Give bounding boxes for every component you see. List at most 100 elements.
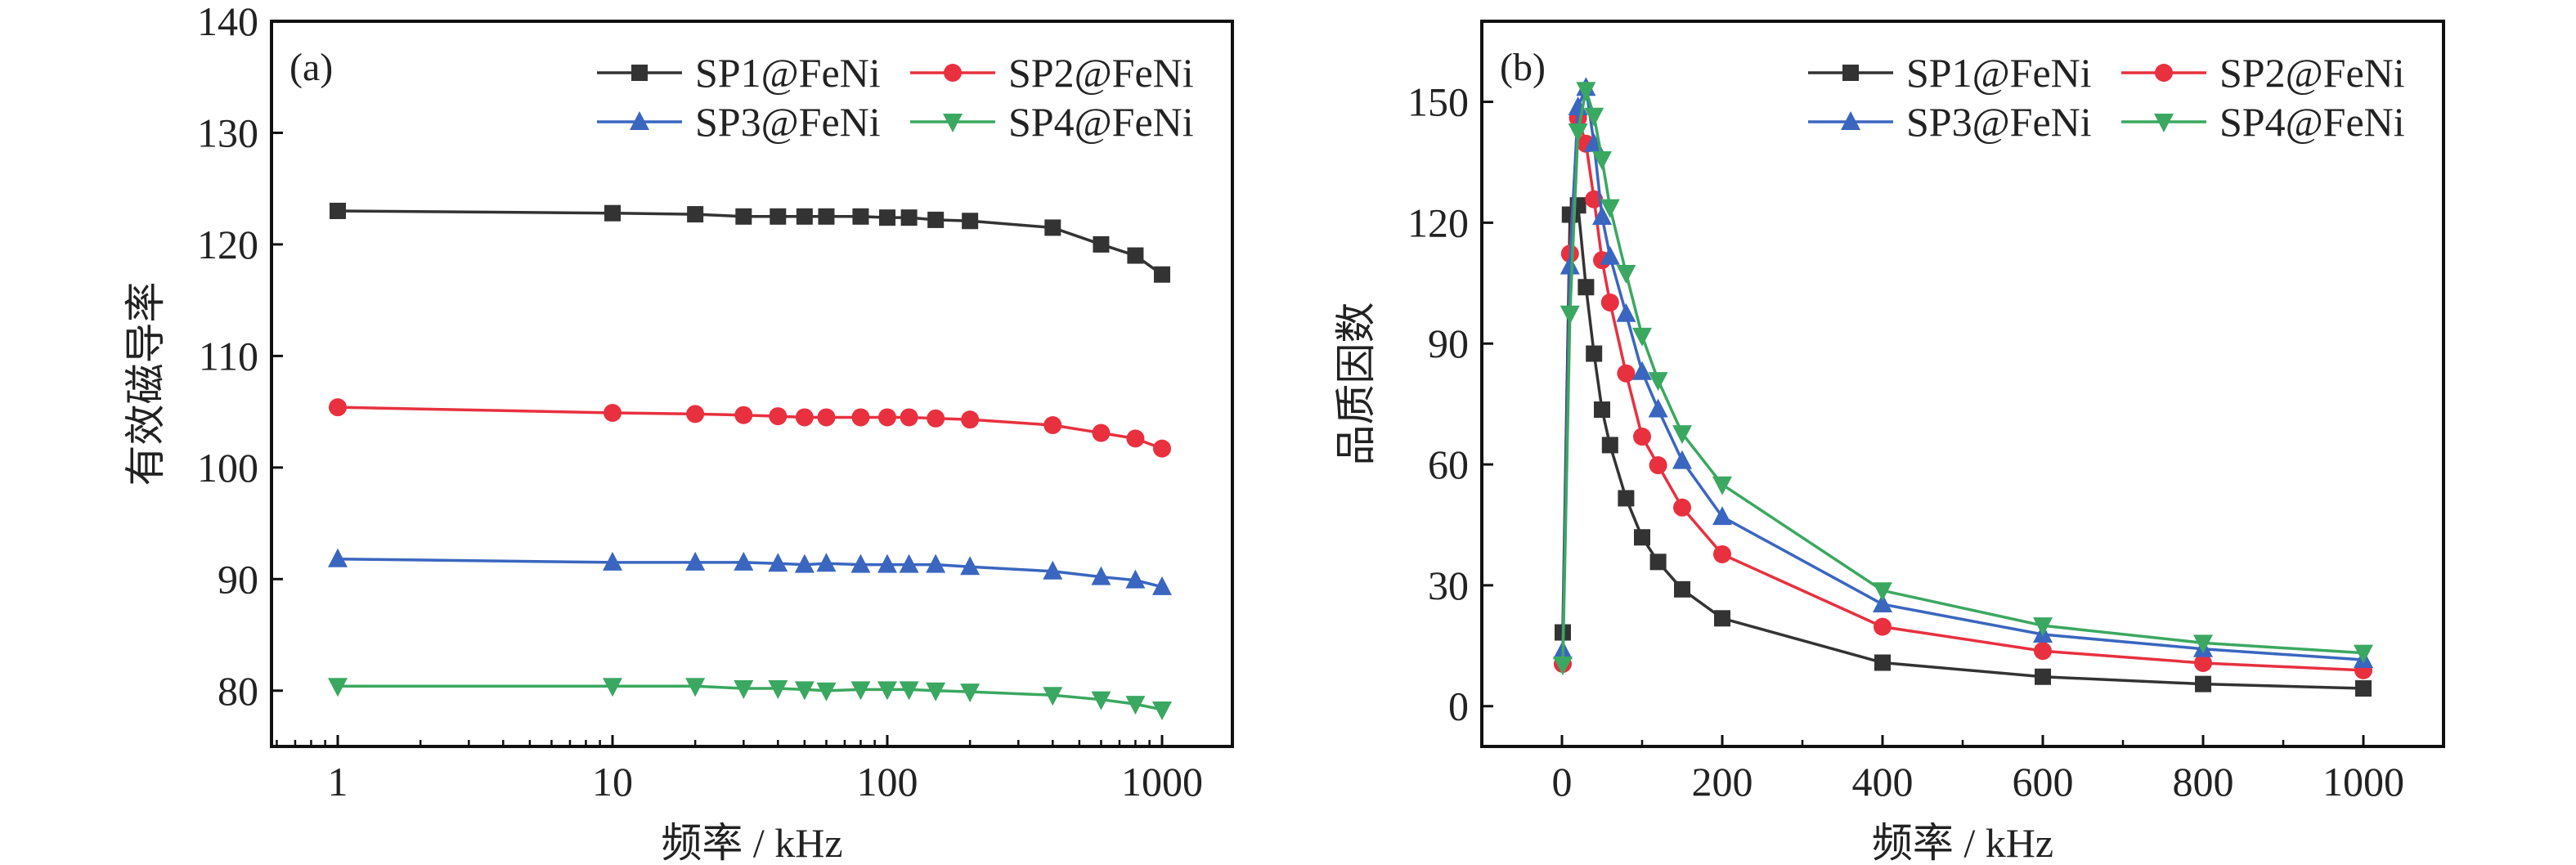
triangle-down-marker [1592,151,1612,171]
triangle-up-marker [328,548,348,567]
square-marker [1586,345,1603,362]
square-marker [2355,680,2372,697]
triangle-up-marker [1091,566,1111,585]
triangle-down-marker [1584,107,1604,127]
x-tick-label: 200 [1692,759,1753,804]
series-sp4-feni [1552,82,2373,675]
square-marker [1634,529,1650,546]
triangle-down-marker [1091,691,1111,710]
square-marker [1674,580,1690,598]
triangle-down-marker [816,682,837,701]
triangle-up-marker [1125,569,1146,589]
legend-label: SP2@FeNi [2219,50,2405,96]
circle-marker [603,403,622,422]
triangle-down-marker [960,683,981,703]
square-marker [330,202,347,219]
triangle-down-marker [1576,82,1596,101]
triangle-down-marker [734,680,754,700]
triangle-down-marker [1125,696,1146,715]
legend-item: SP4@FeNi [910,99,1194,145]
circle-marker [961,410,980,429]
triangle-down-marker [943,114,963,132]
triangle-down-marker [1043,687,1063,706]
x-tick-label: 1000 [2322,759,2404,804]
square-marker [1594,401,1610,419]
triangle-up-marker [1043,560,1063,580]
circle-marker [1633,428,1651,446]
series-sp2-feni [329,398,1171,458]
y-axis-label: 有效磁导率 [123,282,168,486]
y-tick-label: 110 [199,333,258,379]
x-tick-label: 1 [328,759,348,804]
x-axis-label: 频率 / kHz [1872,820,2053,865]
triangle-up-marker [1632,361,1652,380]
triangle-up-marker [1873,594,1892,613]
legend-label: SP2@FeNi [1008,50,1194,96]
x-tick-label: 10 [592,759,633,804]
triangle-down-marker [2193,634,2213,654]
panel-label: (a) [289,46,333,89]
triangle-down-marker [328,678,348,697]
triangle-up-marker [1648,398,1668,418]
square-marker [631,65,648,81]
circle-marker [1092,424,1111,442]
triangle-down-marker [768,680,788,700]
circle-marker [1713,545,1731,563]
y-tick-label: 0 [1448,683,1469,729]
series-line [337,406,1163,450]
square-marker [770,208,787,225]
x-axis-label: 频率 / kHz [661,820,842,865]
circle-marker [851,408,870,427]
circle-marker [817,408,836,427]
triangle-down-marker [850,681,871,701]
y-tick-label: 90 [218,556,258,602]
triangle-down-marker [2154,114,2174,132]
x-tick-label: 1000 [1121,759,1203,804]
triangle-up-marker [602,551,622,571]
triangle-down-marker [899,681,919,701]
triangle-up-marker [926,554,946,573]
circle-marker [1043,415,1062,434]
circle-marker [329,398,348,417]
x-tick-label: 100 [856,759,918,804]
legend-label: SP1@FeNi [695,50,881,96]
circle-marker [734,406,753,424]
legend-label: SP3@FeNi [1906,99,2092,145]
panel-label: (b) [1500,46,1546,89]
triangle-down-marker [1873,582,1892,602]
legend-item: SP2@FeNi [2121,50,2405,96]
circle-marker [1649,456,1667,475]
triangle-up-marker [1592,205,1612,225]
triangle-up-marker [899,554,919,573]
series-line [337,209,1164,276]
plot-frame [270,20,1234,748]
series-sp3-feni [328,548,1172,595]
y-axis-label: 品质因数 [1333,303,1379,466]
square-marker [796,208,813,225]
square-marker [1577,279,1595,296]
triangle-down-marker [1151,701,1172,720]
legend-item: SP3@FeNi [597,99,881,145]
square-marker [1874,654,1891,671]
circle-marker [1874,617,1892,636]
triangle-down-marker [685,678,706,697]
y-tick-label: 30 [1428,562,1469,608]
legend-label: SP4@FeNi [1008,99,1194,145]
triangle-up-marker [734,551,754,571]
legend-label: SP3@FeNi [695,99,881,145]
triangle-up-marker [794,554,815,573]
series-line [1561,82,2364,661]
series-sp4-feni [328,678,1172,720]
circle-marker [795,408,814,427]
square-marker [1093,235,1110,253]
square-marker [1127,247,1144,264]
triangle-up-marker [877,554,897,573]
triangle-down-marker [1600,199,1620,218]
y-tick-label: 130 [197,110,258,155]
square-marker [927,211,945,228]
square-marker [1153,266,1170,283]
y-tick-label: 100 [197,445,258,491]
triangle-up-marker [1672,450,1692,469]
y-tick-label: 150 [1407,79,1469,125]
